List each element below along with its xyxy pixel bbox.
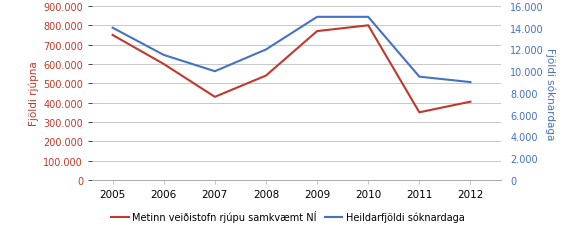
Y-axis label: Fjöldi sóknardaga: Fjöldi sóknardaga xyxy=(544,48,555,140)
Legend: Metinn veiðistofn rjúpu samkvæmt NÍ, Heildarfjöldi sóknardaga: Metinn veiðistofn rjúpu samkvæmt NÍ, Hei… xyxy=(107,207,469,226)
Y-axis label: Fjöldi rjúpna: Fjöldi rjúpna xyxy=(29,61,39,126)
